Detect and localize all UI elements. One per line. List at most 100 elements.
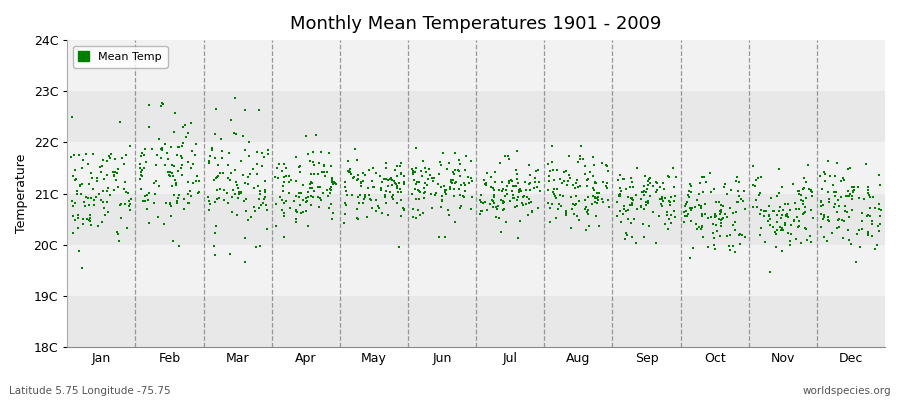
Point [260, 206, 274, 213]
Point [166, 173, 180, 180]
Point [430, 181, 445, 187]
Point [75, 181, 89, 187]
Point [770, 227, 784, 234]
Point [767, 208, 781, 214]
Point [338, 201, 353, 208]
Point [531, 205, 545, 211]
Point [184, 120, 198, 126]
Point [770, 219, 784, 225]
Point [775, 225, 789, 231]
Point [873, 213, 887, 219]
Point [559, 210, 573, 216]
Point [424, 191, 438, 197]
Point [794, 239, 808, 246]
Point [193, 189, 207, 195]
Point [618, 230, 633, 236]
Point [804, 239, 818, 245]
Point [516, 194, 530, 200]
Point [170, 152, 184, 158]
Point [679, 208, 693, 214]
Point [512, 187, 526, 193]
Point [356, 199, 370, 206]
Point [833, 194, 848, 200]
Point [111, 184, 125, 190]
Point [698, 211, 712, 217]
Point [167, 110, 182, 116]
Point [107, 173, 122, 180]
Point [588, 195, 602, 202]
Point [427, 174, 441, 181]
Point [446, 177, 461, 183]
Point [757, 213, 771, 220]
Point [775, 248, 789, 254]
Point [574, 142, 589, 149]
Point [601, 204, 616, 210]
Point [655, 196, 670, 202]
Point [202, 198, 217, 204]
Point [444, 177, 458, 183]
Point [641, 178, 655, 184]
Point [306, 158, 320, 165]
Point [626, 184, 640, 190]
Point [563, 194, 578, 201]
Point [551, 206, 565, 212]
Point [68, 200, 83, 206]
Point [100, 199, 114, 206]
Point [480, 206, 494, 213]
Point [81, 161, 95, 168]
Point [409, 181, 423, 188]
Point [397, 206, 411, 213]
Point [852, 194, 867, 201]
Point [158, 141, 173, 147]
Point [134, 153, 148, 159]
Point [76, 221, 90, 227]
Point [859, 161, 873, 167]
Point [830, 224, 844, 231]
Point [338, 220, 352, 226]
Point [495, 187, 509, 194]
Point [502, 178, 517, 184]
Point [434, 204, 448, 211]
Point [152, 136, 166, 142]
Point [182, 200, 196, 206]
Point [442, 212, 456, 218]
Point [590, 194, 604, 201]
Point [81, 217, 95, 223]
Point [829, 208, 843, 215]
Point [277, 174, 292, 180]
Point [223, 177, 238, 183]
Point [690, 196, 705, 203]
Point [526, 209, 540, 215]
Point [561, 178, 575, 184]
Point [762, 213, 777, 219]
Point [251, 183, 266, 190]
Point [683, 180, 698, 187]
Point [596, 178, 610, 185]
Point [832, 216, 846, 222]
Point [637, 234, 652, 240]
Point [354, 183, 368, 190]
Point [589, 212, 603, 219]
Point [167, 129, 182, 136]
Point [792, 217, 806, 224]
Point [822, 196, 836, 202]
Point [225, 209, 239, 216]
Point [312, 204, 327, 210]
Point [191, 189, 205, 196]
Point [68, 175, 83, 182]
Point [305, 180, 320, 186]
Point [175, 153, 189, 159]
Point [132, 176, 147, 182]
Point [349, 215, 364, 221]
Point [731, 188, 745, 194]
Point [113, 215, 128, 221]
Point [653, 184, 668, 190]
Point [95, 218, 110, 225]
Point [112, 238, 126, 244]
Point [167, 177, 182, 183]
Point [396, 178, 410, 185]
Point [480, 170, 494, 176]
Point [486, 192, 500, 198]
Point [728, 249, 742, 255]
Point [457, 188, 472, 194]
